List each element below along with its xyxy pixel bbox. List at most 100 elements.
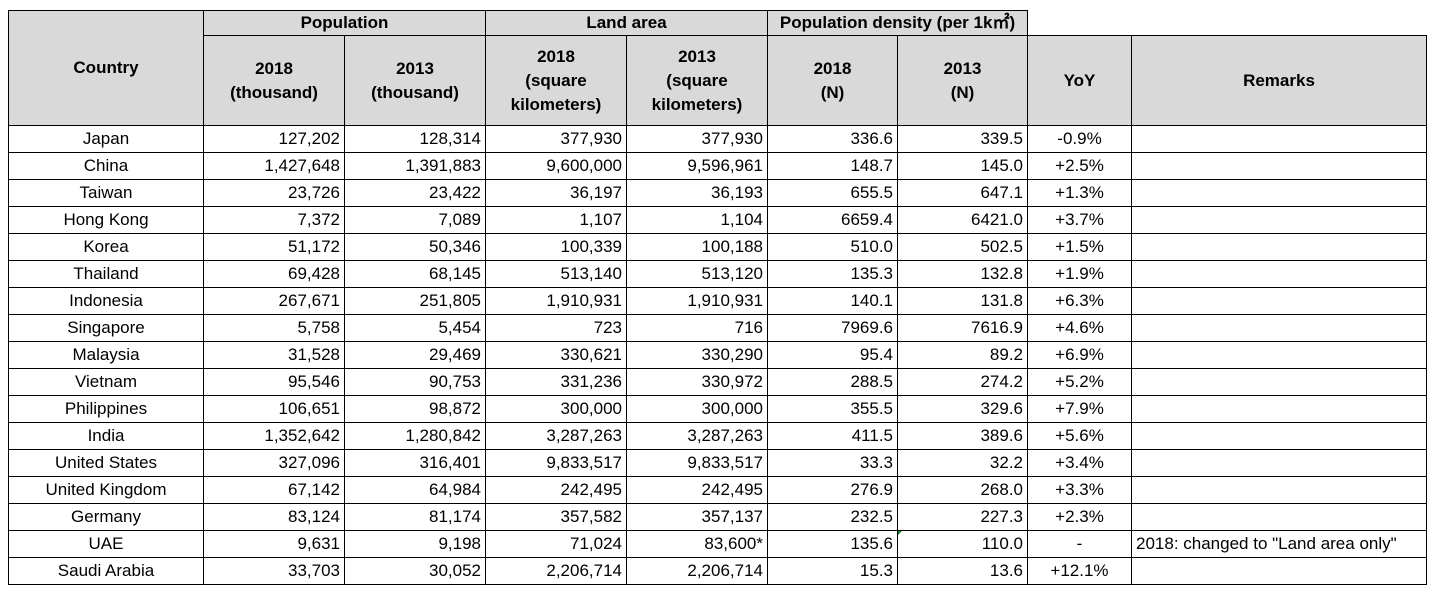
- population-2018-cell[interactable]: 83,124: [203, 503, 345, 531]
- land-area-2018-cell[interactable]: 2,206,714: [485, 557, 627, 585]
- header-group-population[interactable]: Population: [203, 10, 486, 36]
- land-area-2018-cell[interactable]: 723: [485, 314, 627, 342]
- remarks-cell[interactable]: [1131, 476, 1427, 504]
- country-cell[interactable]: United States: [8, 449, 204, 477]
- population-2018-cell[interactable]: 51,172: [203, 233, 345, 261]
- population-2013-cell[interactable]: 68,145: [344, 260, 486, 288]
- header-country[interactable]: Country: [8, 10, 204, 126]
- yoy-cell[interactable]: +1.5%: [1027, 233, 1132, 261]
- density-2018-cell[interactable]: 6659.4: [767, 206, 898, 234]
- population-2018-cell[interactable]: 69,428: [203, 260, 345, 288]
- remarks-cell[interactable]: [1131, 341, 1427, 369]
- density-2013-cell[interactable]: 647.1: [897, 179, 1028, 207]
- density-2013-cell[interactable]: 329.6: [897, 395, 1028, 423]
- country-cell[interactable]: United Kingdom: [8, 476, 204, 504]
- population-2013-cell[interactable]: 64,984: [344, 476, 486, 504]
- density-2018-cell[interactable]: 411.5: [767, 422, 898, 450]
- yoy-cell[interactable]: +6.3%: [1027, 287, 1132, 315]
- header-yoy[interactable]: YoY: [1027, 35, 1132, 126]
- population-2018-cell[interactable]: 33,703: [203, 557, 345, 585]
- remarks-cell[interactable]: [1131, 449, 1427, 477]
- yoy-cell[interactable]: +3.3%: [1027, 476, 1132, 504]
- yoy-cell[interactable]: +1.9%: [1027, 260, 1132, 288]
- population-2018-cell[interactable]: 106,651: [203, 395, 345, 423]
- remarks-cell[interactable]: [1131, 233, 1427, 261]
- yoy-cell[interactable]: +12.1%: [1027, 557, 1132, 585]
- land-area-2018-cell[interactable]: 100,339: [485, 233, 627, 261]
- yoy-cell[interactable]: +6.9%: [1027, 341, 1132, 369]
- population-2018-cell[interactable]: 9,631: [203, 530, 345, 558]
- header-density-2013[interactable]: 2013 (N): [897, 35, 1028, 126]
- population-2018-cell[interactable]: 267,671: [203, 287, 345, 315]
- header-group-density[interactable]: Population density (per 1k㎡2): [767, 10, 1028, 36]
- remarks-cell[interactable]: [1131, 395, 1427, 423]
- density-2018-cell[interactable]: 510.0: [767, 233, 898, 261]
- population-2013-cell[interactable]: 1,391,883: [344, 152, 486, 180]
- remarks-cell[interactable]: [1131, 557, 1427, 585]
- density-2018-cell[interactable]: 288.5: [767, 368, 898, 396]
- population-2018-cell[interactable]: 1,352,642: [203, 422, 345, 450]
- density-2013-cell[interactable]: 89.2: [897, 341, 1028, 369]
- country-cell[interactable]: Malaysia: [8, 341, 204, 369]
- country-cell[interactable]: India: [8, 422, 204, 450]
- population-2018-cell[interactable]: 23,726: [203, 179, 345, 207]
- population-2013-cell[interactable]: 7,089: [344, 206, 486, 234]
- country-cell[interactable]: China: [8, 152, 204, 180]
- density-2013-cell[interactable]: 227.3: [897, 503, 1028, 531]
- density-2018-cell[interactable]: 232.5: [767, 503, 898, 531]
- density-2013-cell[interactable]: 268.0: [897, 476, 1028, 504]
- land-area-2018-cell[interactable]: 331,236: [485, 368, 627, 396]
- land-area-2013-cell[interactable]: 330,972: [626, 368, 768, 396]
- density-2018-cell[interactable]: 95.4: [767, 341, 898, 369]
- land-area-2013-cell[interactable]: 1,910,931: [626, 287, 768, 315]
- remarks-cell[interactable]: [1131, 314, 1427, 342]
- country-cell[interactable]: Vietnam: [8, 368, 204, 396]
- land-area-2013-cell[interactable]: 300,000: [626, 395, 768, 423]
- header-land-2013[interactable]: 2013 (square kilometers): [626, 35, 768, 126]
- country-cell[interactable]: UAE: [8, 530, 204, 558]
- population-2018-cell[interactable]: 31,528: [203, 341, 345, 369]
- country-cell[interactable]: Germany: [8, 503, 204, 531]
- country-cell[interactable]: Hong Kong: [8, 206, 204, 234]
- remarks-cell[interactable]: [1131, 125, 1427, 153]
- country-cell[interactable]: Japan: [8, 125, 204, 153]
- density-2013-cell[interactable]: 145.0: [897, 152, 1028, 180]
- density-2013-cell[interactable]: 32.2: [897, 449, 1028, 477]
- density-2018-cell[interactable]: 355.5: [767, 395, 898, 423]
- population-2013-cell[interactable]: 9,198: [344, 530, 486, 558]
- yoy-cell[interactable]: +2.5%: [1027, 152, 1132, 180]
- yoy-cell[interactable]: +7.9%: [1027, 395, 1132, 423]
- yoy-cell[interactable]: +4.6%: [1027, 314, 1132, 342]
- density-2018-cell[interactable]: 140.1: [767, 287, 898, 315]
- header-density-2018[interactable]: 2018 (N): [767, 35, 898, 126]
- remarks-cell[interactable]: [1131, 179, 1427, 207]
- population-2013-cell[interactable]: 5,454: [344, 314, 486, 342]
- land-area-2013-cell[interactable]: 100,188: [626, 233, 768, 261]
- yoy-cell[interactable]: +5.6%: [1027, 422, 1132, 450]
- country-cell[interactable]: Indonesia: [8, 287, 204, 315]
- header-pop-2018[interactable]: 2018 (thousand): [203, 35, 345, 126]
- land-area-2018-cell[interactable]: 9,833,517: [485, 449, 627, 477]
- population-2018-cell[interactable]: 5,758: [203, 314, 345, 342]
- yoy-cell[interactable]: +2.3%: [1027, 503, 1132, 531]
- land-area-2018-cell[interactable]: 71,024: [485, 530, 627, 558]
- country-cell[interactable]: Singapore: [8, 314, 204, 342]
- density-2013-cell[interactable]: 389.6: [897, 422, 1028, 450]
- density-2018-cell[interactable]: 336.6: [767, 125, 898, 153]
- header-pop-2013[interactable]: 2013 (thousand): [344, 35, 486, 126]
- population-2013-cell[interactable]: 23,422: [344, 179, 486, 207]
- land-area-2013-cell[interactable]: 377,930: [626, 125, 768, 153]
- density-2018-cell[interactable]: 655.5: [767, 179, 898, 207]
- density-2018-cell[interactable]: 7969.6: [767, 314, 898, 342]
- land-area-2013-cell[interactable]: 83,600*: [626, 530, 768, 558]
- land-area-2013-cell[interactable]: 9,596,961: [626, 152, 768, 180]
- population-2018-cell[interactable]: 127,202: [203, 125, 345, 153]
- land-area-2013-cell[interactable]: 1,104: [626, 206, 768, 234]
- density-2013-cell[interactable]: 131.8: [897, 287, 1028, 315]
- land-area-2018-cell[interactable]: 1,107: [485, 206, 627, 234]
- density-2018-cell[interactable]: 135.6: [767, 530, 898, 558]
- remarks-cell[interactable]: [1131, 206, 1427, 234]
- land-area-2018-cell[interactable]: 36,197: [485, 179, 627, 207]
- land-area-2013-cell[interactable]: 716: [626, 314, 768, 342]
- density-2013-cell[interactable]: 6421.0: [897, 206, 1028, 234]
